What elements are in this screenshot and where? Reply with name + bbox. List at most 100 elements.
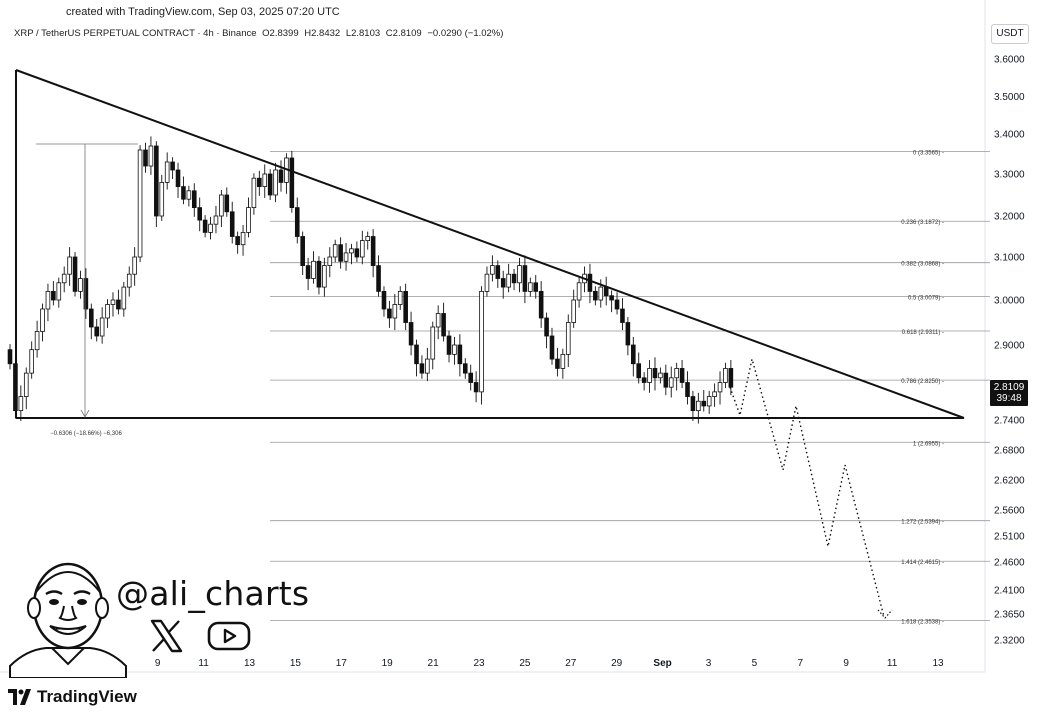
candle-up	[560, 353, 566, 369]
time-tick-label: 17	[336, 658, 348, 669]
candle-down	[538, 290, 544, 319]
candle-down	[663, 372, 669, 388]
candle-up	[45, 290, 51, 310]
last-price-tag: 2.8109 39:48	[990, 380, 1028, 406]
time-tick-label: 29	[611, 658, 623, 669]
candle-up	[105, 304, 110, 319]
candle-down	[690, 396, 696, 412]
time-tick-label: 9	[843, 658, 849, 669]
price-tick-label: 3.2000	[994, 212, 1025, 223]
time-tick-label: 7	[798, 658, 804, 669]
candle-down	[235, 236, 240, 246]
youtube-icon[interactable]	[207, 620, 251, 652]
candle-down	[414, 344, 419, 365]
ohlc-change: −0.0290 (−1.02%)	[427, 28, 504, 39]
candle-up	[717, 382, 723, 393]
candle-down	[7, 349, 13, 365]
measure-label: −0.6306 (−18.66%) −6,306	[50, 431, 122, 437]
candle-up	[528, 282, 533, 292]
candle-up	[126, 273, 132, 288]
candle-down	[522, 265, 528, 292]
candle-down	[495, 265, 501, 279]
candle-up	[29, 349, 34, 374]
currency-unit-button[interactable]: USDT	[991, 24, 1029, 44]
price-tick-label: 3.4000	[994, 130, 1025, 141]
candle-up	[479, 290, 484, 393]
candle-down	[267, 173, 273, 196]
candle-down	[468, 372, 473, 383]
candle-down	[593, 290, 598, 301]
candle-up	[696, 400, 701, 412]
candle-up	[674, 368, 679, 379]
ohlc-low: L2.8103	[345, 28, 381, 39]
price-tick-label: 2.7400	[994, 416, 1025, 427]
tradingview-logo-text: TradingView	[37, 687, 137, 706]
candle-up	[240, 231, 246, 246]
candle-down	[197, 207, 203, 221]
candle-down	[603, 286, 609, 297]
candle-down	[181, 186, 186, 200]
time-tick-label: 21	[428, 658, 440, 669]
symbol-name[interactable]: XRP / TetherUS PERPETUAL CONTRACT · 4h ·…	[14, 28, 257, 39]
candle-up	[34, 331, 40, 351]
x-twitter-icon[interactable]	[148, 618, 184, 654]
candle-down	[511, 273, 517, 284]
candle-up	[490, 265, 495, 275]
candle-up	[425, 358, 430, 374]
candle-up	[365, 236, 371, 241]
fib-level-label: 1.272 (2.5394) -	[901, 520, 944, 526]
candle-down	[441, 313, 446, 337]
candle-up	[78, 278, 83, 292]
candle-down	[143, 149, 148, 167]
price-tick-label: 3.0000	[994, 296, 1025, 307]
candle-down	[354, 248, 360, 258]
time-tick-label: 13	[932, 658, 944, 669]
candle-down	[175, 169, 181, 188]
candle-up	[349, 248, 354, 254]
candle-up	[40, 308, 45, 332]
candle-down	[641, 377, 647, 383]
price-tick-label: 2.4100	[994, 586, 1025, 597]
bar-countdown: 39:48	[996, 393, 1022, 404]
candle-down	[544, 317, 549, 337]
candle-up	[262, 173, 268, 187]
candle-up	[110, 299, 116, 305]
candle-down	[202, 219, 208, 233]
candle-up	[159, 181, 165, 217]
candle-down	[462, 363, 468, 374]
ohlc-high: H2.8432	[304, 28, 341, 39]
fib-level-label: 0.236 (3.1872) -	[901, 220, 944, 226]
tradingview-logo[interactable]: TradingView	[8, 686, 137, 708]
candle-down	[376, 265, 381, 292]
candle-up	[435, 313, 441, 328]
ohlc-open: O2.8399	[262, 28, 299, 39]
fib-level-label: 0.618 (2.9311) -	[902, 330, 944, 336]
candle-up	[327, 256, 333, 267]
price-tick-label: 3.6000	[994, 55, 1025, 66]
candle-up	[565, 322, 571, 355]
candle-down	[94, 326, 100, 337]
author-handle: @ali_charts	[116, 574, 310, 613]
candle-down	[587, 273, 593, 292]
candle-down	[679, 368, 685, 383]
fib-level-label: 1 (2.6955) -	[913, 441, 944, 447]
candle-down	[370, 236, 376, 267]
candle-down	[555, 358, 560, 369]
time-tick-label: 25	[519, 658, 531, 669]
time-tick-label: Sep	[653, 658, 671, 669]
candle-down	[89, 308, 94, 328]
time-tick-label: 23	[473, 658, 485, 669]
candle-up	[332, 244, 338, 258]
candle-up	[392, 304, 398, 319]
candle-down	[549, 335, 555, 360]
candle-down	[631, 344, 636, 365]
time-tick-label: 9	[155, 658, 161, 669]
candle-down	[614, 299, 620, 310]
price-tick-label: 3.5000	[994, 92, 1025, 103]
candle-up	[706, 396, 712, 407]
symbol-legend: XRP / TetherUS PERPETUAL CONTRACT · 4h ·…	[14, 28, 506, 39]
candle-down	[338, 244, 343, 262]
candle-up	[18, 396, 24, 412]
candle-down	[224, 194, 230, 213]
